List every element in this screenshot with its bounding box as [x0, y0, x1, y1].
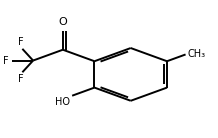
Text: HO: HO — [55, 97, 70, 107]
Text: CH₃: CH₃ — [188, 49, 206, 59]
Text: O: O — [58, 17, 67, 27]
Text: F: F — [19, 38, 24, 47]
Text: F: F — [19, 74, 24, 84]
Text: F: F — [3, 56, 9, 66]
